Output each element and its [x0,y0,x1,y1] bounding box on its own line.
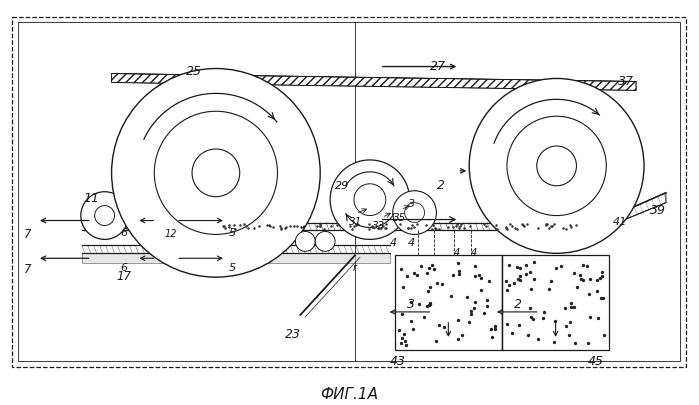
Text: 33: 33 [372,220,385,230]
Text: 6: 6 [120,262,128,273]
Text: 39: 39 [650,203,666,216]
Text: 5: 5 [229,228,236,238]
Text: 3: 3 [407,297,415,310]
Bar [18,23,680,361]
Text: 43: 43 [390,354,405,367]
Text: 7: 7 [24,262,31,275]
Text: 4: 4 [454,248,461,258]
Text: 4: 4 [408,238,415,248]
Text: 23: 23 [285,327,301,340]
Text: 45: 45 [587,354,603,367]
Circle shape [405,203,424,223]
Text: 37: 37 [618,75,634,87]
Circle shape [94,206,115,226]
Circle shape [537,147,577,186]
Text: 41: 41 [613,216,628,226]
Polygon shape [598,193,666,231]
Text: 2: 2 [514,297,522,310]
Text: 4: 4 [471,248,477,258]
Text: 31: 31 [349,216,362,226]
Circle shape [393,191,436,235]
Text: r: r [353,262,357,273]
Text: 12: 12 [164,229,177,239]
Text: 4: 4 [390,238,397,248]
Circle shape [469,79,644,254]
Circle shape [330,160,410,240]
Text: 5: 5 [229,262,236,273]
Bar [502,256,610,350]
Text: 27: 27 [429,60,445,72]
Text: 17: 17 [117,270,131,283]
Circle shape [507,117,606,216]
Text: 11: 11 [84,191,100,204]
Bar [395,256,502,350]
Circle shape [112,69,320,277]
Circle shape [354,184,386,216]
Text: 25: 25 [186,64,202,77]
Circle shape [81,192,129,240]
Circle shape [154,112,278,235]
Text: ФИГ.1А: ФИГ.1А [320,386,378,401]
Text: 35: 35 [393,212,406,222]
Circle shape [315,232,335,252]
Text: 2: 2 [438,178,445,191]
Bar [13,18,686,367]
Polygon shape [112,75,636,91]
Circle shape [296,232,315,252]
Text: 3: 3 [408,198,415,208]
Bar [82,254,390,264]
Circle shape [192,149,240,197]
Text: 7: 7 [24,228,31,241]
Text: 6: 6 [120,228,128,238]
Text: 29: 29 [335,180,350,190]
